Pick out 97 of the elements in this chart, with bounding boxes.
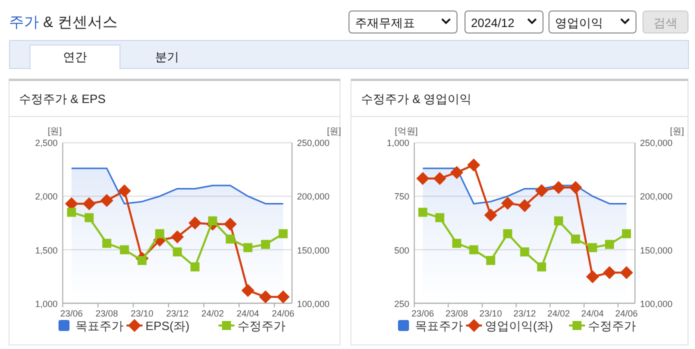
legend-label: EPS(좌) (146, 319, 190, 333)
x-tick-label: 23/06 (60, 308, 83, 318)
x-tick-label: 23/10 (130, 308, 154, 318)
point (435, 213, 444, 222)
point (172, 247, 182, 256)
y-tick-label: 1,000 (386, 138, 410, 148)
point (278, 229, 288, 238)
point (224, 218, 237, 231)
legend-label: 목표주가 (415, 319, 463, 333)
y-tick-label: 750 (394, 192, 410, 202)
point (416, 172, 430, 185)
y-tick-label: 2,000 (35, 192, 58, 202)
x-tick-label: 24/04 (581, 308, 604, 318)
point (620, 266, 634, 280)
point (241, 284, 254, 297)
point (208, 216, 218, 226)
point (259, 290, 272, 304)
point (100, 194, 114, 208)
point (605, 240, 614, 249)
y-axis-title: [원] (48, 126, 62, 136)
point (622, 229, 632, 238)
point (467, 158, 480, 172)
point (501, 196, 514, 210)
point (155, 229, 164, 238)
text: 주가 & 컨센서스 (9, 14, 118, 31)
point (588, 243, 598, 252)
x-tick-label: 23/10 (479, 308, 502, 318)
point (518, 199, 532, 212)
point (243, 243, 252, 252)
legend-label: 수정주가 (238, 319, 286, 333)
point (84, 213, 94, 222)
x-tick-label: 24/06 (272, 308, 294, 318)
y2-tick-label: 100,000 (297, 298, 330, 309)
point (170, 230, 184, 244)
y-tick-label: 250 (394, 298, 410, 309)
chart-title: 수정주가 & 영업이익 (361, 92, 472, 106)
point (452, 238, 462, 248)
point (554, 216, 564, 226)
point (82, 197, 96, 210)
point (190, 262, 200, 272)
point (102, 238, 112, 248)
y2-tick-label: 150,000 (640, 245, 673, 256)
point (188, 216, 202, 230)
point (569, 180, 582, 194)
y2-tick-label: 200,000 (297, 192, 330, 202)
y-axis-title: [억원] (394, 126, 418, 136)
point (535, 184, 548, 198)
legend-label: 영업이익(좌) (485, 319, 553, 333)
y2-tick-label: 250,000 (297, 138, 330, 148)
point (469, 245, 478, 254)
point (537, 262, 546, 272)
point (486, 256, 496, 265)
point (118, 184, 131, 198)
point (571, 234, 580, 244)
point (484, 208, 498, 222)
y2-tick-label: 150,000 (297, 245, 330, 256)
x-tick-label: 23/06 (412, 308, 434, 318)
x-tick-label: 24/04 (236, 308, 260, 318)
point (586, 270, 600, 284)
y-tick-label: 2,500 (35, 138, 58, 148)
x-tick-label: 23/08 (96, 308, 118, 318)
control-select: 주재무제표 (348, 10, 458, 34)
text: 분기 (155, 50, 179, 64)
point (433, 172, 446, 185)
point (261, 240, 270, 249)
point (418, 208, 428, 217)
x-tick-label: 23/12 (513, 308, 536, 318)
y2-tick-label: 200,000 (640, 192, 673, 202)
point (276, 290, 290, 304)
y2-axis-title: [원] (326, 126, 342, 136)
y2-axis-title: [원] (670, 126, 684, 136)
point (450, 166, 464, 179)
x-tick-label: 24/06 (615, 308, 638, 318)
point (226, 234, 235, 244)
y2-tick-label: 250,000 (640, 138, 673, 148)
point (120, 245, 129, 254)
control-button: 검색 (642, 10, 688, 34)
point (552, 180, 566, 194)
legend-label: 수정주가 (588, 319, 636, 333)
point (138, 256, 147, 265)
x-tick-label: 24/02 (201, 308, 224, 318)
y-tick-label: 500 (394, 245, 410, 256)
y-tick-label: 1,000 (35, 298, 58, 309)
legend-label: 목표주가 (76, 319, 124, 333)
x-tick-label: 24/02 (547, 308, 570, 318)
y-tick-label: 1,500 (35, 245, 58, 256)
point (67, 208, 76, 217)
text: 연간 (63, 50, 87, 64)
y2-tick-label: 100,000 (640, 298, 673, 309)
x-tick-label: 23/08 (445, 308, 468, 318)
point (520, 247, 530, 256)
control-select: 2024/12 (464, 10, 544, 34)
point (603, 266, 616, 280)
x-tick-label: 23/12 (166, 308, 189, 318)
control-select: 영업이익 (548, 10, 636, 34)
chart-title: 수정주가 & EPS (19, 92, 106, 106)
point (503, 229, 512, 238)
